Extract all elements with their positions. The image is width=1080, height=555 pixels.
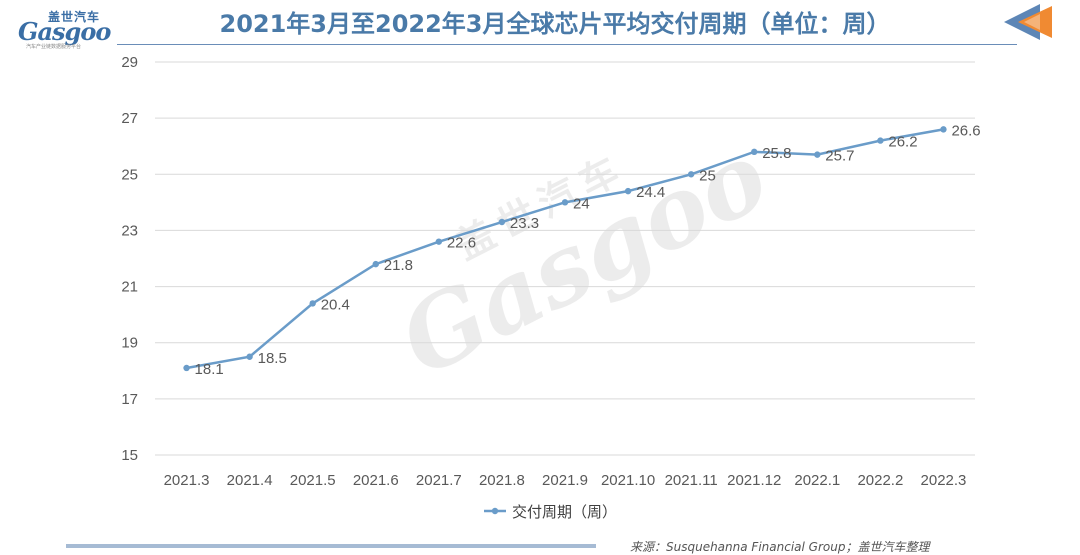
data-point-8 — [687, 171, 695, 178]
x-tick-label-11: 2022.2 — [857, 472, 903, 489]
x-tick-label-3: 2021.6 — [353, 472, 399, 489]
data-label-4: 22.6 — [447, 235, 476, 252]
title-divider — [117, 44, 1017, 45]
x-tick-label-5: 2021.8 — [479, 472, 525, 489]
y-tick-label-5: 25 — [121, 166, 138, 183]
x-tick-label-1: 2021.4 — [227, 472, 273, 489]
page-title: 2021年3月至2022年3月全球芯片平均交付周期（单位：周） — [219, 10, 891, 38]
data-label-10: 25.7 — [825, 148, 854, 165]
data-label-8: 25 — [699, 167, 716, 184]
x-axis-tick-labels: 2021.3 2021.4 2021.5 2021.6 2021.7 2021.8 2021… — [164, 472, 967, 489]
data-point-11 — [877, 137, 884, 144]
logo-tagline: 汽车产业链数据服务平台 — [26, 44, 82, 50]
data-label-0: 18.1 — [195, 361, 224, 378]
series-line — [186, 128, 944, 370]
x-tick-label-9: 2021.12 — [727, 472, 781, 489]
x-tick-label-2: 2021.5 — [290, 472, 336, 489]
data-point-9 — [751, 148, 758, 156]
data-label-5: 23.3 — [510, 215, 539, 232]
x-tick-label-7: 2021.10 — [601, 472, 655, 489]
data-label-3: 21.8 — [384, 257, 413, 274]
data-label-7: 24.4 — [636, 184, 665, 201]
x-tick-label-10: 2022.1 — [794, 472, 840, 489]
legend-entry-label: 交付周期（周） — [512, 503, 617, 521]
footer-bar — [66, 544, 596, 548]
source-note: 来源：Susquehanna Financial Group；盖世汽车整理 — [630, 540, 930, 554]
data-point-3 — [372, 260, 379, 268]
back-arrow-icon[interactable] — [1004, 4, 1052, 40]
grid-lines — [155, 61, 975, 456]
data-point-2 — [309, 300, 316, 307]
data-point-6 — [561, 199, 569, 206]
y-axis-tick-labels: 15 17 19 21 23 25 27 29 — [121, 54, 138, 464]
data-label-1: 18.5 — [258, 350, 287, 367]
data-point-7 — [624, 187, 632, 195]
data-point-1 — [246, 353, 253, 360]
x-tick-label-6: 2021.9 — [542, 472, 588, 489]
data-label-2: 20.4 — [321, 296, 350, 313]
logo-chinese-text: 盖世汽车 — [48, 10, 101, 24]
legend-marker — [491, 507, 499, 515]
gasgoo-logo: 盖世汽车 Gasgoo 汽车产业链数据服务平台 — [14, 6, 112, 50]
data-label-12: 26.6 — [951, 122, 980, 139]
y-tick-label-2: 19 — [121, 335, 138, 352]
y-tick-label-3: 21 — [121, 279, 138, 296]
x-tick-label-8: 2021.11 — [665, 472, 718, 489]
data-label-9: 25.8 — [762, 145, 791, 162]
x-tick-label-4: 2021.7 — [416, 472, 462, 489]
legend: 交付周期（周） — [484, 503, 617, 521]
logo-english-text: Gasgoo — [18, 17, 111, 46]
data-point-4 — [435, 238, 443, 245]
y-tick-label-4: 23 — [121, 222, 138, 239]
y-tick-label-6: 27 — [121, 110, 138, 127]
data-label-11: 26.2 — [888, 134, 917, 151]
x-tick-label-0: 2021.3 — [164, 472, 210, 489]
y-tick-label-1: 17 — [121, 391, 138, 408]
data-point-12 — [940, 126, 947, 133]
x-tick-label-12: 2022.3 — [921, 472, 967, 489]
data-point-5 — [498, 218, 506, 226]
data-label-6: 24 — [573, 195, 590, 212]
y-tick-label-7: 29 — [121, 54, 138, 71]
data-points — [183, 126, 947, 372]
y-tick-label-0: 15 — [121, 447, 138, 464]
data-labels: 18.1 18.5 20.4 21.8 22.6 23.3 24 24.4 25 25.8 25.7… — [195, 122, 981, 378]
data-point-10 — [814, 151, 821, 158]
data-point-0 — [183, 364, 190, 372]
